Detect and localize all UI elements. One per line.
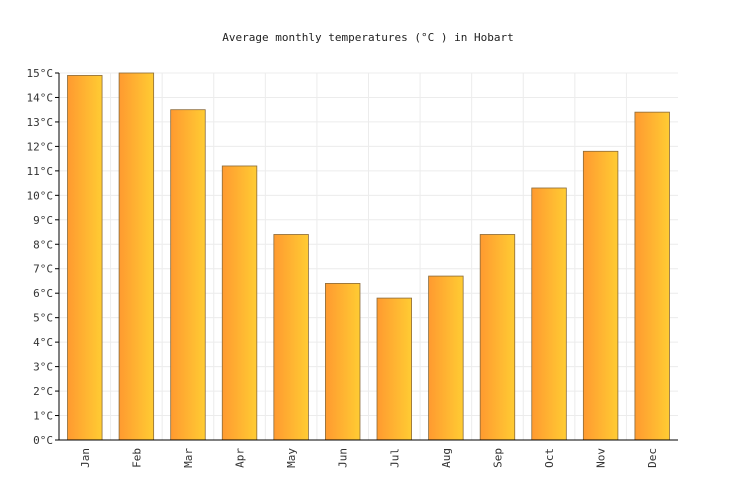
x-tick-label: Nov [595,448,608,468]
x-tick-label: Jan [79,448,92,468]
y-tick-label: 0°C [33,434,53,447]
y-tick-label: 11°C [27,165,54,178]
y-tick-label: 9°C [33,214,53,227]
y-tick-label: 14°C [27,91,54,104]
x-tick-label: Dec [646,448,659,468]
bar-feb [118,72,155,441]
x-axis-ticks: Jan Feb Mar Apr May Jun Jul Aug Sep Oct Nov Dec [79,448,659,468]
y-tick-label: 13°C [27,116,54,129]
bar-mar [170,109,206,441]
y-tick-label: 5°C [33,312,53,325]
y-tick-label: 15°C [27,67,54,80]
bar-jul [376,297,412,441]
x-tick-label: Oct [543,448,556,468]
bar-jun [325,283,361,441]
y-tick-label: 3°C [33,361,53,374]
x-tick-label: Aug [440,448,453,468]
bar-aug [428,275,464,441]
y-tick-label: 6°C [33,287,53,300]
bar-layer [67,72,670,441]
y-tick-label: 7°C [33,263,53,276]
x-tick-label: Jun [337,448,350,468]
y-tick-label: 2°C [33,385,53,398]
y-tick-label: 1°C [33,410,53,423]
x-tick-label: May [285,448,298,468]
bar-oct [531,187,567,441]
x-tick-label: Mar [182,448,195,468]
y-tick-label: 8°C [33,238,53,251]
bar-sep [479,234,516,441]
x-tick-label: Jul [388,448,401,468]
x-tick-label: Sep [491,448,504,468]
y-tick-label: 10°C [27,189,54,202]
bar-nov [582,150,619,441]
x-tick-label: Feb [130,448,143,468]
bar-dec [634,111,670,441]
x-tick-label: Apr [234,448,247,468]
bar-apr [221,165,258,441]
y-tick-label: 12°C [27,140,54,153]
grid-layer [59,72,678,441]
chart-title: Average monthly temperatures (°C ) in Ho… [222,31,513,44]
bar-may [273,234,309,441]
y-axis-ticks: 0°C 1°C 2°C 3°C 4°C 5°C 6°C 7°C 8°C 9°C 10°C 11°C 12… [27,67,59,447]
bar-jan [67,75,103,441]
y-tick-label: 4°C [33,336,53,349]
